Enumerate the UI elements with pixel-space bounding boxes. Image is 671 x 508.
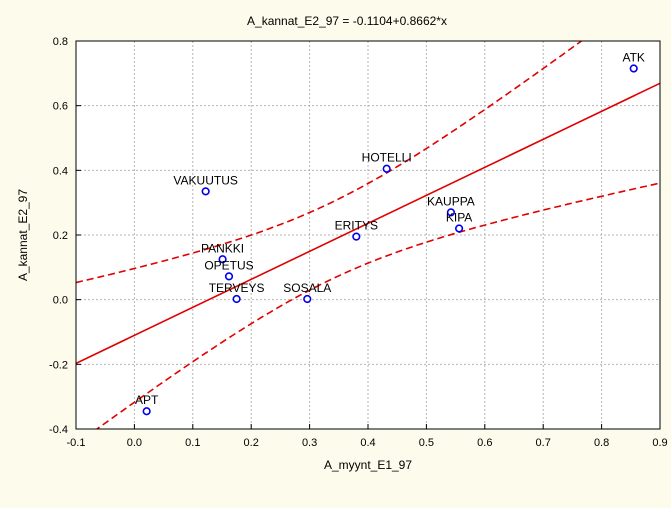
x-tick-label: 0.5 (419, 437, 434, 449)
data-point (303, 294, 312, 304)
x-axis-label: A_myynt_E1_97 (324, 458, 412, 472)
point-label: APT (135, 393, 159, 407)
point-label: ERITYS (335, 219, 378, 233)
axis-ticks: -0.1 0.0 0.1 0.2 0.3 0.4 0.5 0.6 0.7 0.8 0.9 -0.4 -0… (49, 36, 668, 449)
data-points: ATK HOTELLI VAKUUTUS KAUPPA KIPA ERITYS PANKKI… (135, 50, 645, 416)
y-tick-label: -0.4 (49, 424, 68, 436)
point-label: OPETUS (204, 258, 253, 272)
x-tick-label: 0.8 (594, 437, 609, 449)
lower-confidence-line (95, 182, 660, 429)
point-label: PANKKI (201, 241, 244, 255)
data-point (446, 208, 456, 217)
y-tick-label: 0.8 (53, 36, 68, 48)
data-point (455, 224, 464, 233)
point-label: ATK (622, 50, 644, 64)
point-label: TERVEYS (209, 281, 265, 295)
point-label: HOTELLI (362, 151, 412, 165)
x-tick-label: 0.9 (652, 437, 667, 449)
y-tick-label: 0.2 (53, 230, 68, 242)
x-tick-label: -0.1 (67, 437, 86, 449)
point-label: KAUPPA (427, 194, 475, 208)
x-tick-label: 0.1 (185, 437, 200, 449)
data-point (232, 294, 241, 304)
data-point (201, 187, 210, 196)
x-tick-label: 0.4 (360, 437, 375, 449)
point-label: KIPA (446, 211, 472, 225)
x-tick-label: 0.3 (302, 437, 317, 449)
confidence-band (76, 41, 660, 429)
data-point (224, 272, 234, 281)
data-point (382, 164, 391, 173)
y-tick-label: 0.6 (53, 101, 68, 113)
upper-confidence-line (76, 41, 583, 284)
y-axis-label: A_kannat_E2_97 (16, 189, 30, 281)
data-point (629, 64, 638, 73)
x-tick-label: 0.7 (536, 437, 551, 449)
grid (76, 41, 660, 429)
y-tick-label: -0.2 (49, 359, 68, 371)
data-point (142, 407, 151, 416)
x-tick-label: 0.0 (127, 437, 142, 449)
point-label: SOSALA (283, 281, 331, 295)
x-tick-label: 0.2 (244, 437, 259, 449)
point-label: VAKUUTUS (173, 173, 237, 187)
regression-line (76, 82, 660, 365)
chart-title: A_kannat_E2_97 = -0.1104+0.8662*x (247, 14, 447, 28)
data-point (218, 255, 227, 264)
y-tick-label: 0.4 (53, 165, 68, 177)
fit-line-group (76, 82, 660, 365)
x-tick-label: 0.6 (477, 437, 492, 449)
y-tick-label: 0.0 (53, 295, 68, 307)
data-point (352, 232, 361, 241)
